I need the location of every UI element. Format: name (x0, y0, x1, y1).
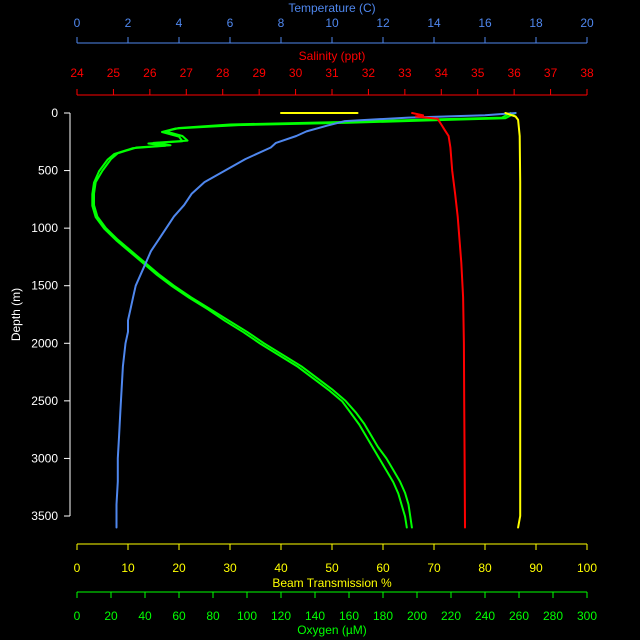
temperature-tick-label: 2 (125, 16, 132, 30)
temperature-profile-line (115, 112, 517, 529)
salinity-tick-label: 38 (580, 66, 594, 80)
salinity-profile-line (411, 112, 466, 529)
salinity-tick-label: 29 (252, 66, 266, 80)
oxygen-tick-label: 20 (104, 609, 118, 623)
oxygen-tick-label: 60 (172, 609, 186, 623)
oxygen-tick-label: 220 (441, 609, 461, 623)
beam-tick-label: 30 (223, 561, 237, 575)
salinity-tick-label: 28 (216, 66, 230, 80)
depth-tick-label: 500 (38, 164, 58, 178)
temperature-tick-label: 4 (176, 16, 183, 30)
beam-tick-label: 80 (478, 561, 492, 575)
salinity-tick-label: 30 (289, 66, 303, 80)
depth-tick-label: 2500 (31, 394, 58, 408)
oxygen-tick-label: 0 (74, 609, 81, 623)
oxygen-tick-label: 140 (305, 609, 325, 623)
salinity-tick-label: 31 (325, 66, 339, 80)
beam-tick-label: 90 (529, 561, 543, 575)
salinity-tick-label: 25 (107, 66, 121, 80)
temperature-tick-label: 6 (227, 16, 234, 30)
oxygen-tick-label: 240 (475, 609, 495, 623)
series-layer (91, 112, 522, 529)
depth-tick-label: 3000 (31, 451, 58, 465)
beam-tick-label: 40 (274, 561, 288, 575)
beam-tick-label: 10 (121, 561, 135, 575)
oxygen-tick-label: 260 (509, 609, 529, 623)
oxygen-tick-label: 300 (577, 609, 597, 623)
salinity-tick-label: 37 (544, 66, 558, 80)
temperature-tick-label: 12 (376, 16, 390, 30)
temperature-tick-label: 16 (478, 16, 492, 30)
depth-tick-label: 0 (51, 106, 58, 120)
depth-tick-label: 1000 (31, 221, 58, 235)
beam-tick-label: 20 (172, 561, 186, 575)
oxygen-tick-label: 180 (373, 609, 393, 623)
salinity-tick-label: 26 (143, 66, 157, 80)
beam-tick-label: 70 (427, 561, 441, 575)
temperature-tick-label: 8 (278, 16, 285, 30)
oxygen-profile-line (91, 112, 517, 529)
depth-tick-label: 1500 (31, 279, 58, 293)
oxygen-tick-label: 160 (339, 609, 359, 623)
salinity-axis-title: Salinity (ppt) (299, 49, 366, 63)
salinity-tick-label: 33 (398, 66, 412, 80)
temperature-axis-title: Temperature (C) (288, 1, 375, 15)
oxygen-tick-label: 200 (407, 609, 427, 623)
salinity-tick-label: 32 (362, 66, 376, 80)
depth-tick-label: 2000 (31, 336, 58, 350)
oxygen-profile-line (93, 112, 512, 529)
salinity-tick-label: 36 (507, 66, 521, 80)
temperature-tick-label: 18 (529, 16, 543, 30)
salinity-tick-label: 34 (435, 66, 449, 80)
temperature-tick-label: 14 (427, 16, 441, 30)
oxygen-tick-label: 280 (543, 609, 563, 623)
salinity-tick-label: 24 (70, 66, 84, 80)
beam-profile-line (504, 112, 522, 529)
salinity-tick-label: 27 (180, 66, 194, 80)
beam-tick-label: 100 (577, 561, 597, 575)
beam-axis-title: Beam Transmission % (272, 576, 392, 590)
oxygen-tick-label: 40 (138, 609, 152, 623)
oxygen-tick-label: 80 (206, 609, 220, 623)
oxygen-tick-label: 120 (271, 609, 291, 623)
oxygen-tick-label: 100 (237, 609, 257, 623)
temperature-tick-label: 10 (325, 16, 339, 30)
beam-tick-label: 60 (376, 561, 390, 575)
depth-tick-label: 3500 (31, 509, 58, 523)
beam-tick-label: 0 (74, 561, 81, 575)
depth-axis-title: Depth (m) (9, 288, 23, 341)
beam-tick-label: 50 (325, 561, 339, 575)
temperature-tick-label: 20 (580, 16, 594, 30)
salinity-tick-label: 35 (471, 66, 485, 80)
temperature-tick-label: 0 (74, 16, 81, 30)
oxygen-axis-title: Oxygen (µM) (297, 623, 367, 637)
